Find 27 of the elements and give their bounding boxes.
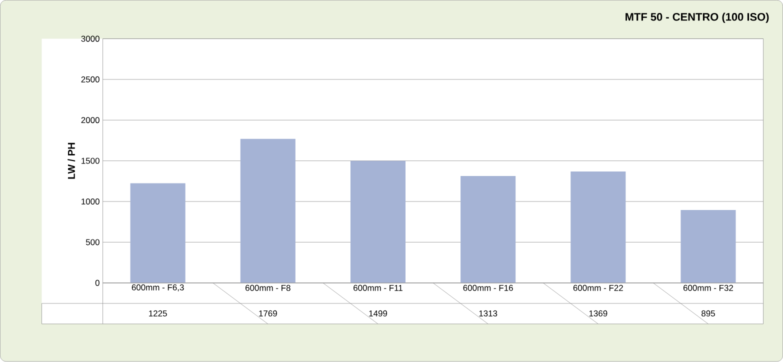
y-tick-label: 0 [95,280,100,286]
y-tick-label: 1000 [82,198,100,205]
y-tick-label: 3000 [81,36,100,42]
x-tick-label: 600mm - F8 [246,285,290,292]
y-tick-label: 500 [86,239,100,246]
data-label: 1313 [479,310,498,317]
bar [240,139,296,284]
data-label: 895 [702,310,715,317]
bar [350,161,406,284]
y-tick-label: 2000 [81,117,100,124]
x-tick-label: 600mm - F6,3 [132,284,184,292]
bar [460,176,516,284]
data-label: 1769 [259,310,277,317]
x-tick-label: 600mm - F16 [463,285,513,292]
x-tick-label: 600mm - F22 [573,285,623,292]
x-tick-label: 600mm - F11 [354,285,402,292]
bar [570,172,626,284]
data-label: 1369 [589,310,608,317]
x-tick-label: 600mm - F32 [683,285,733,292]
bar [130,183,186,284]
y-tick-label: 2500 [81,76,100,83]
bar [680,210,736,284]
data-label: 1499 [369,310,388,317]
chart-title: MTF 50 - CENTRO (100 ISO) [626,12,769,24]
y-tick-label: 1500 [82,158,100,164]
y-axis-title: LW / PH [68,143,76,179]
data-label: 1225 [149,310,167,317]
